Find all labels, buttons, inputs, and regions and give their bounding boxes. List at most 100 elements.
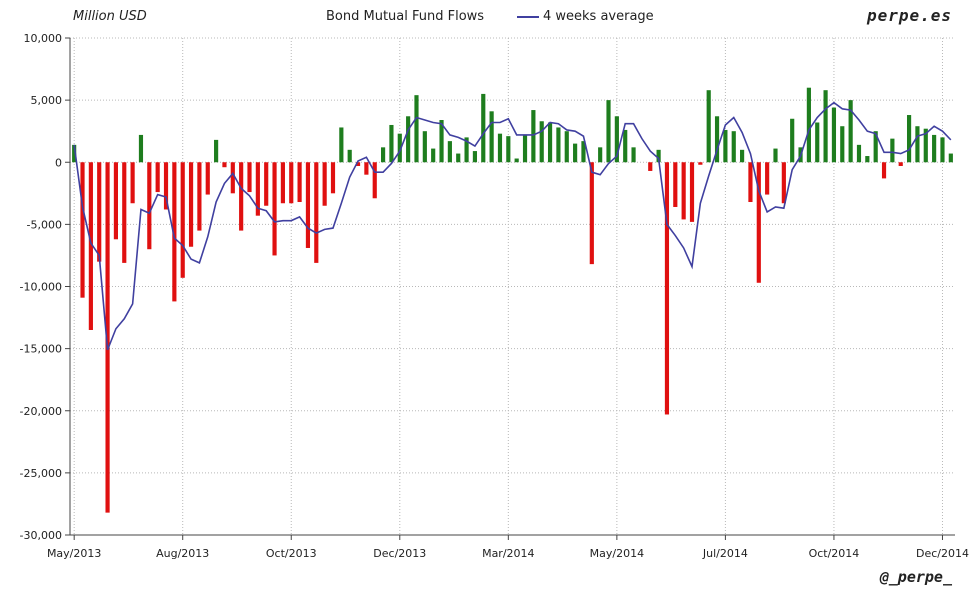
flow-bar xyxy=(497,133,503,163)
flow-bar xyxy=(239,162,244,231)
flow-bar xyxy=(564,131,569,163)
flow-bar xyxy=(831,107,837,163)
y-tick-label: 5,000 xyxy=(31,94,63,107)
y-axis-ticks: 10,000 5,000 0 -5,000 -10,000 -15,000 -20,000 -… xyxy=(20,32,70,542)
flow-bar xyxy=(856,144,862,163)
flow-bar xyxy=(130,162,135,204)
y-tick-label: -10,000 xyxy=(20,281,62,294)
flow-bar xyxy=(581,141,586,163)
flow-bar xyxy=(339,127,344,163)
flow-bar xyxy=(289,162,294,204)
flow-bar xyxy=(122,162,127,263)
flow-bar xyxy=(806,87,811,163)
flow-bar xyxy=(381,147,386,163)
flow-bar xyxy=(573,143,578,163)
flow-bar xyxy=(447,141,452,163)
flow-bar xyxy=(464,137,469,163)
flow-bar xyxy=(163,162,169,210)
y-tick-label: -5,000 xyxy=(27,218,62,231)
flow-bar xyxy=(940,137,945,163)
flow-bar xyxy=(305,162,311,248)
flow-bar xyxy=(414,95,419,163)
flow-bar xyxy=(881,162,887,179)
flow-bar xyxy=(172,162,177,302)
flow-bar xyxy=(765,162,770,195)
x-tick-label: May/2013 xyxy=(47,547,101,560)
x-tick-label: May/2014 xyxy=(590,547,644,560)
flow-bar xyxy=(347,149,352,163)
flow-bar xyxy=(297,162,302,203)
flow-bar xyxy=(890,138,895,163)
y-tick-label: -25,000 xyxy=(20,467,62,480)
flow-bar xyxy=(138,134,144,163)
flow-bars xyxy=(72,87,953,513)
flow-bar xyxy=(740,149,745,163)
flow-bar xyxy=(823,90,828,163)
x-tick-label: Dec/2013 xyxy=(373,547,426,560)
flow-bar xyxy=(848,100,853,163)
flow-bar xyxy=(781,162,786,204)
x-tick-label: Dec/2014 xyxy=(916,547,969,560)
flow-bar xyxy=(255,162,260,216)
flow-bar xyxy=(389,124,394,163)
x-tick-label: Oct/2014 xyxy=(809,547,860,560)
flow-bar xyxy=(723,129,728,163)
flow-bar xyxy=(773,148,778,163)
flow-bar xyxy=(689,162,695,222)
y-tick-label: -30,000 xyxy=(20,529,62,542)
flow-bar xyxy=(197,162,202,231)
chart-title: Bond Mutual Fund Flows xyxy=(326,9,485,24)
x-tick-label: Jul/2014 xyxy=(702,547,748,560)
flow-bar xyxy=(589,162,594,265)
flow-bar xyxy=(222,162,227,168)
flow-bar xyxy=(506,136,511,163)
x-tick-label: Mar/2014 xyxy=(482,547,534,560)
y-tick-label: -15,000 xyxy=(20,343,62,356)
flow-bar xyxy=(547,122,553,163)
flow-bar xyxy=(898,162,903,166)
flow-bar xyxy=(865,156,870,163)
flow-bar xyxy=(790,118,795,163)
flow-bar xyxy=(748,162,753,203)
flow-bar xyxy=(322,162,327,206)
y-tick-label: 0 xyxy=(55,156,62,169)
flow-bar xyxy=(97,162,102,262)
flow-bar xyxy=(673,162,678,207)
flow-bar xyxy=(489,111,494,163)
y-tick-label: 10,000 xyxy=(24,32,63,45)
flow-bar xyxy=(706,90,711,163)
flow-bar xyxy=(72,144,77,163)
brand-logo-text: perpe.es xyxy=(866,6,952,25)
author-handle: @_perpe_ xyxy=(879,568,952,586)
flow-bar xyxy=(481,93,486,163)
flow-bar xyxy=(247,162,252,193)
flow-bar xyxy=(280,162,285,204)
flow-bar xyxy=(598,147,603,163)
flow-bar xyxy=(606,100,611,163)
flow-bar xyxy=(439,120,444,163)
flow-bar xyxy=(397,133,402,163)
flow-bar xyxy=(815,122,820,163)
flow-bar xyxy=(698,162,703,165)
average-line xyxy=(73,101,952,351)
flow-bar xyxy=(923,128,928,163)
flow-bar xyxy=(431,148,436,163)
flow-bar xyxy=(80,162,85,298)
grid-lines xyxy=(70,37,955,536)
flow-bar xyxy=(840,126,845,163)
flow-bar xyxy=(514,158,519,163)
flow-bar xyxy=(230,162,235,194)
x-axis-ticks: May/2013 Aug/2013 Oct/2013 Dec/2013 Mar/2014… xyxy=(47,535,969,560)
legend-line-swatch xyxy=(517,15,539,18)
flow-bar xyxy=(456,153,461,163)
flow-bar xyxy=(932,134,937,163)
flow-bar xyxy=(214,139,219,163)
flow-bar xyxy=(631,147,636,163)
flow-bar xyxy=(188,162,194,247)
flow-bar xyxy=(906,115,912,163)
flow-bar xyxy=(472,151,478,163)
flow-bar xyxy=(714,116,720,163)
flow-bar xyxy=(756,162,761,283)
flow-bar xyxy=(155,162,160,193)
